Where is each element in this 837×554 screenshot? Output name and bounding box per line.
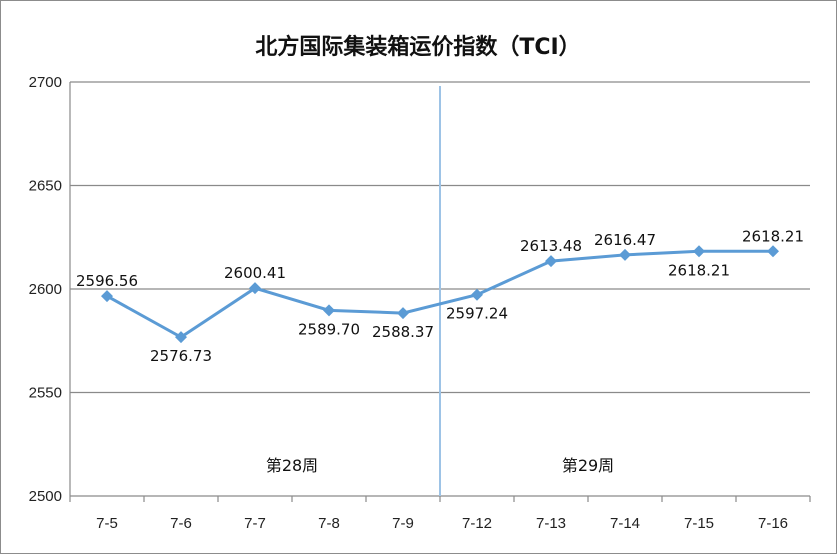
x-tick-label: 7-9 bbox=[392, 515, 414, 532]
week-annotation: 第29周 bbox=[562, 456, 614, 475]
y-tick-label: 2500 bbox=[29, 488, 62, 505]
y-axis-ticks: 2500 2550 2600 2650 2700 bbox=[29, 74, 62, 505]
y-tick-label: 2600 bbox=[29, 281, 62, 298]
data-point bbox=[323, 304, 335, 317]
data-label: 2596.56 bbox=[76, 272, 138, 290]
x-axis-ticks: 7-5 7-6 7-7 7-8 7-9 7-12 7-13 7-14 7-15 7-16 bbox=[96, 515, 788, 532]
data-label: 2618.21 bbox=[668, 261, 730, 279]
data-label: 2576.73 bbox=[150, 347, 212, 365]
week-annotation: 第28周 bbox=[266, 456, 318, 475]
data-label: 2618.21 bbox=[742, 227, 804, 245]
x-tick-label: 7-5 bbox=[96, 515, 118, 532]
data-point bbox=[397, 307, 409, 320]
data-label: 2600.41 bbox=[224, 264, 286, 282]
x-tick-label: 7-8 bbox=[318, 515, 340, 532]
data-point bbox=[693, 245, 705, 258]
y-tick-label: 2650 bbox=[29, 178, 62, 195]
data-point bbox=[101, 290, 113, 303]
x-tick-label: 7-14 bbox=[610, 515, 640, 532]
data-label: 2597.24 bbox=[446, 305, 508, 323]
data-point bbox=[175, 331, 187, 344]
y-tick-label: 2550 bbox=[29, 385, 62, 402]
data-label: 2613.48 bbox=[520, 237, 582, 255]
week-annotations: 第28周 第29周 bbox=[266, 456, 614, 475]
chart-title: 北方国际集装箱运价指数（TCI） bbox=[255, 34, 580, 60]
data-point bbox=[545, 255, 557, 268]
data-point bbox=[249, 282, 261, 295]
data-point bbox=[471, 288, 483, 301]
x-tick-label: 7-7 bbox=[244, 515, 266, 532]
data-point bbox=[619, 248, 631, 261]
data-label: 2588.37 bbox=[372, 323, 434, 341]
data-markers bbox=[101, 245, 779, 344]
series-line bbox=[106, 249, 773, 339]
gridlines bbox=[69, 81, 811, 502]
data-labels: 2596.56 2576.73 2600.41 2589.70 2588.37 2597.… bbox=[76, 227, 804, 365]
data-point bbox=[767, 245, 779, 258]
data-label: 2589.70 bbox=[298, 320, 360, 338]
data-label: 2616.47 bbox=[594, 231, 656, 249]
y-tick-label: 2700 bbox=[29, 74, 62, 91]
x-tick-label: 7-16 bbox=[758, 515, 788, 532]
x-tick-label: 7-13 bbox=[536, 515, 566, 532]
x-tick-label: 7-15 bbox=[684, 515, 714, 532]
x-tick-label: 7-12 bbox=[462, 515, 492, 532]
x-tick-label: 7-6 bbox=[170, 515, 192, 532]
